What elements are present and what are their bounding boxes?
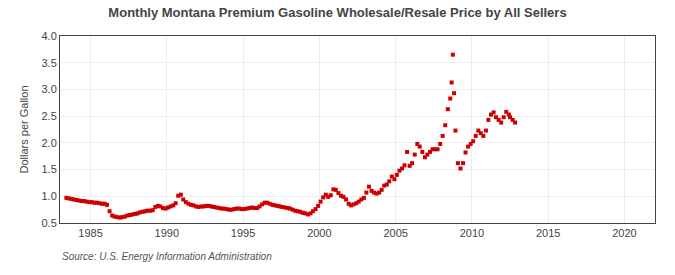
svg-text:4.0: 4.0 <box>42 30 57 42</box>
svg-text:1990: 1990 <box>155 227 179 239</box>
svg-text:Dollars per Gallon: Dollars per Gallon <box>18 85 30 173</box>
svg-text:1985: 1985 <box>78 227 102 239</box>
svg-text:1995: 1995 <box>231 227 255 239</box>
svg-text:2015: 2015 <box>536 227 560 239</box>
svg-text:2020: 2020 <box>612 227 636 239</box>
svg-text:3.5: 3.5 <box>42 57 57 69</box>
svg-text:3.0: 3.0 <box>42 83 57 95</box>
svg-text:Source: U.S. Energy Informatio: Source: U.S. Energy Information Administ… <box>62 251 272 262</box>
svg-text:2.5: 2.5 <box>42 110 57 122</box>
svg-text:1.0: 1.0 <box>42 190 57 202</box>
svg-text:2005: 2005 <box>383 227 407 239</box>
svg-text:1.5: 1.5 <box>42 163 57 175</box>
svg-text:2.0: 2.0 <box>42 137 57 149</box>
svg-text:Monthly Montana Premium Gasoli: Monthly Montana Premium Gasoline Wholesa… <box>108 5 566 20</box>
svg-text:0.5: 0.5 <box>42 217 57 229</box>
svg-text:2000: 2000 <box>307 227 331 239</box>
svg-text:2010: 2010 <box>460 227 484 239</box>
